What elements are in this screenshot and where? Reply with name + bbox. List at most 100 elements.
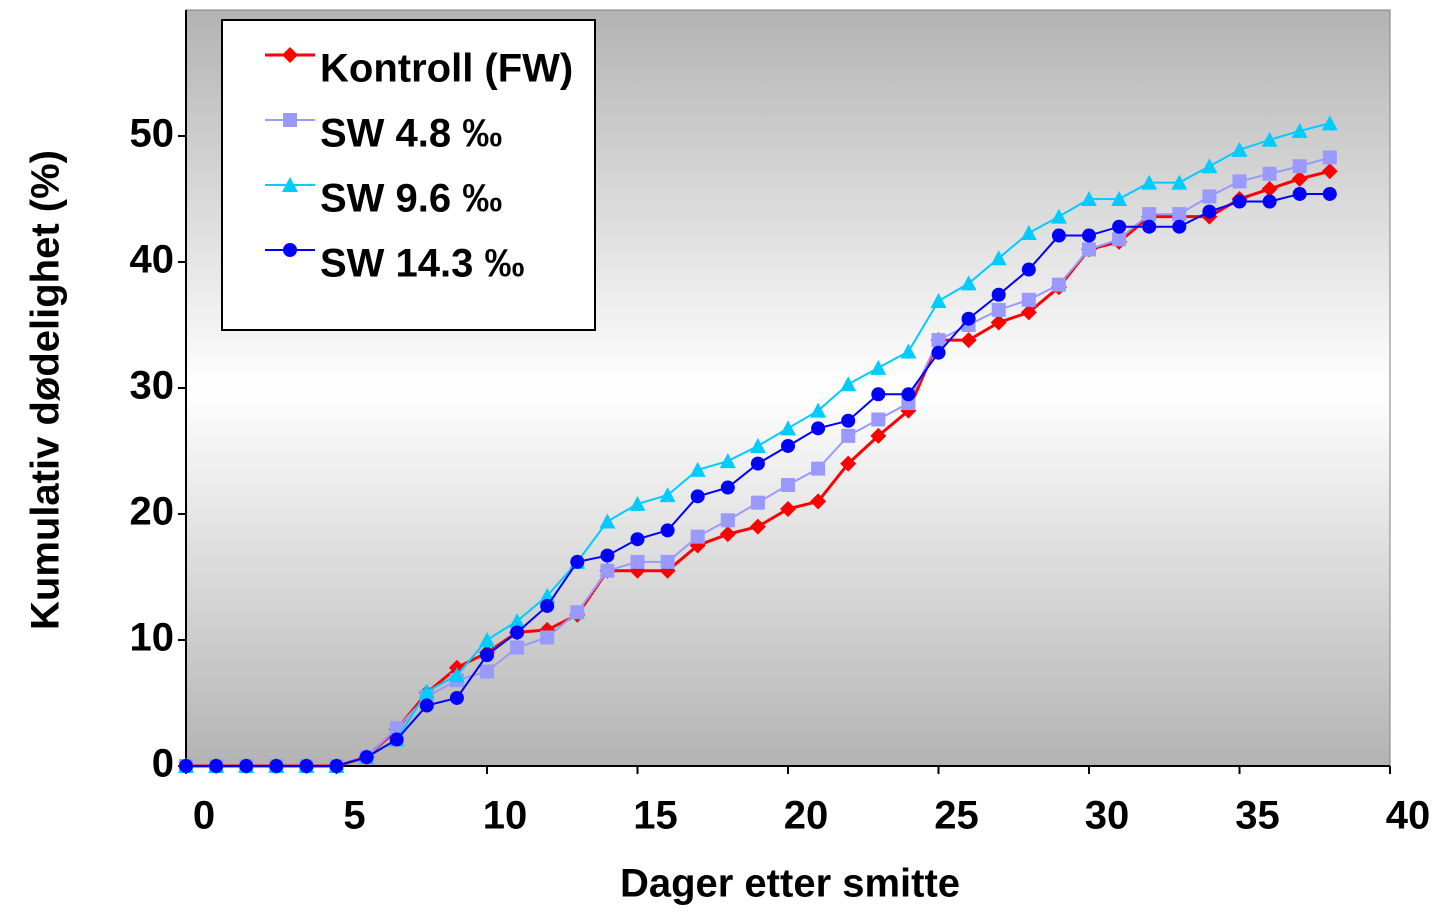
data-point <box>1202 189 1217 204</box>
data-point <box>600 563 615 578</box>
y-tick-label: 40 <box>130 238 175 282</box>
data-point <box>1051 228 1066 243</box>
data-point <box>329 759 344 773</box>
data-point <box>750 495 765 510</box>
data-point <box>1112 232 1127 247</box>
y-tick-label: 10 <box>130 616 175 660</box>
data-point <box>841 428 856 443</box>
data-point <box>1050 208 1067 224</box>
data-point <box>690 529 705 544</box>
data-point <box>1321 163 1338 180</box>
y-tick-label: 0 <box>152 742 174 786</box>
data-point <box>689 461 706 477</box>
legend-label: SW 14.3 ‰ <box>320 242 525 286</box>
data-point <box>1262 194 1277 209</box>
data-point <box>1082 228 1096 243</box>
data-point <box>750 456 765 471</box>
data-point <box>810 402 827 418</box>
data-point <box>1020 304 1037 321</box>
data-point <box>570 554 585 569</box>
x-tick-label: 20 <box>784 794 829 838</box>
legend-label: SW 4.8 ‰ <box>320 112 502 156</box>
data-point <box>1172 207 1187 222</box>
x-tick-label: 25 <box>934 794 979 838</box>
data-point <box>960 332 977 349</box>
data-point <box>780 420 796 436</box>
y-tick-label: 50 <box>130 112 175 156</box>
data-point <box>389 732 404 747</box>
data-point <box>991 302 1006 317</box>
legend-marker <box>283 113 297 127</box>
data-point <box>781 478 795 493</box>
data-point <box>840 455 857 472</box>
data-point <box>1051 277 1066 292</box>
data-point <box>359 750 374 765</box>
data-point <box>1020 225 1037 241</box>
data-point <box>719 526 736 543</box>
data-point <box>1112 219 1127 234</box>
data-point <box>749 518 766 535</box>
data-point <box>871 412 886 427</box>
y-tick-label: 20 <box>130 490 175 534</box>
x-tick-label: 15 <box>633 794 678 838</box>
data-point <box>1141 174 1158 190</box>
data-point <box>449 690 464 705</box>
x-tick-label: 0 <box>193 794 215 838</box>
legend-marker <box>282 47 298 63</box>
x-tick-label: 5 <box>343 794 365 838</box>
data-point <box>480 648 494 663</box>
data-point <box>1291 122 1308 138</box>
y-tick-label: 30 <box>130 364 175 408</box>
data-point <box>1111 191 1128 206</box>
x-axis-title: Dager etter smitte <box>620 862 960 906</box>
data-point <box>509 613 526 629</box>
data-point <box>480 664 494 679</box>
x-tick-label: 35 <box>1235 794 1280 838</box>
data-point <box>269 759 284 773</box>
data-point <box>209 759 224 773</box>
data-point <box>600 548 615 563</box>
data-point <box>840 376 857 392</box>
data-point <box>781 438 795 453</box>
data-point <box>1292 159 1307 174</box>
data-point <box>961 311 976 326</box>
data-point <box>389 721 404 736</box>
data-point <box>1232 194 1247 209</box>
data-point <box>660 523 675 538</box>
data-point <box>630 532 645 547</box>
data-point <box>1262 166 1277 181</box>
legend-box <box>221 19 596 331</box>
data-point <box>179 759 193 773</box>
data-point <box>841 413 856 428</box>
data-point <box>1142 219 1157 234</box>
data-point <box>1021 292 1036 307</box>
data-point <box>1021 262 1036 277</box>
data-point <box>1322 186 1337 201</box>
data-point <box>811 421 826 436</box>
x-tick-label: 10 <box>483 794 528 838</box>
data-point <box>629 495 646 511</box>
data-point <box>1321 115 1338 131</box>
data-point <box>930 293 947 309</box>
data-point <box>1232 174 1247 189</box>
data-point <box>1322 150 1337 165</box>
data-point <box>239 759 254 773</box>
data-point <box>510 640 525 655</box>
data-point <box>1291 170 1308 187</box>
legend-label: SW 9.6 ‰ <box>320 177 502 221</box>
data-point <box>870 427 887 444</box>
data-point <box>931 333 946 348</box>
data-point <box>1231 141 1248 157</box>
data-point <box>719 453 736 469</box>
legend-marker <box>283 243 297 257</box>
data-point <box>871 387 886 402</box>
data-point <box>870 359 887 375</box>
x-tick-label: 30 <box>1085 794 1130 838</box>
data-point <box>510 625 525 640</box>
y-axis-title: Kumulativ dødelighet (%) <box>24 150 68 630</box>
data-point <box>418 683 435 699</box>
data-point <box>659 487 676 503</box>
data-point <box>479 632 495 647</box>
